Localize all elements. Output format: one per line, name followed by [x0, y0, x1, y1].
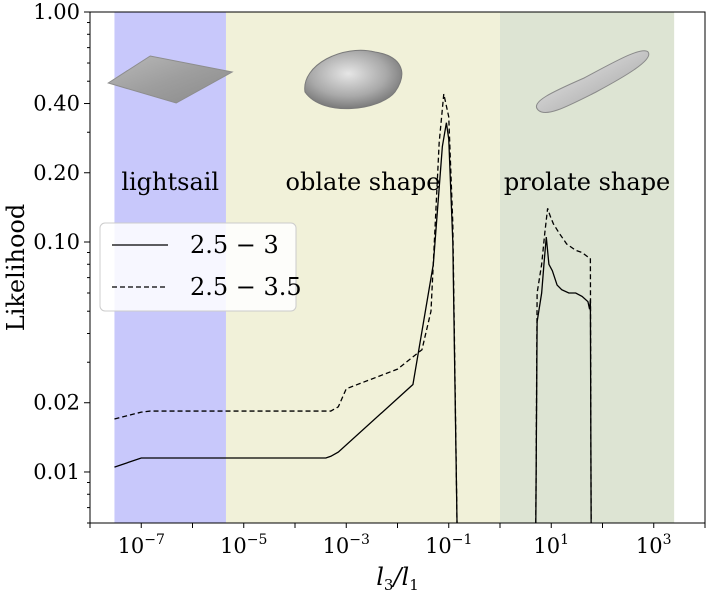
x-tick-label: 103 [636, 532, 672, 558]
x-tick-label: 10−1 [425, 532, 472, 558]
oblate-icon [304, 49, 403, 110]
region-prolate [500, 12, 675, 523]
y-tick-label: 1.00 [33, 0, 80, 24]
region-label-oblate: oblate shape [286, 168, 441, 196]
lightsail-icon [107, 55, 234, 104]
y-tick-label: 0.20 [33, 161, 80, 185]
series-line-dashed [535, 208, 592, 523]
y-tick-label: 0.02 [33, 391, 80, 415]
legend-label: 2.5 − 3.5 [190, 273, 302, 301]
x-tick-label: 10−7 [118, 532, 165, 558]
region-label-prolate: prolate shape [504, 168, 670, 196]
y-axis-title: Likelihood [2, 204, 30, 331]
series-line-dashed [114, 93, 458, 523]
prolate-icon [535, 50, 650, 114]
region-label-lightsail: lightsail [121, 168, 219, 196]
series-line-solid [114, 122, 458, 523]
y-tick-label: 0.40 [33, 92, 80, 116]
x-tick-label: 10−3 [323, 532, 370, 558]
x-axis-title: l3/l1 [376, 563, 419, 592]
x-tick-label: 101 [533, 532, 569, 558]
y-tick-label: 0.01 [33, 460, 80, 484]
legend-label: 2.5 − 3 [190, 231, 279, 259]
y-tick-label: 0.10 [33, 230, 80, 254]
series-line-solid [535, 237, 592, 523]
x-tick-label: 10−5 [220, 532, 267, 558]
